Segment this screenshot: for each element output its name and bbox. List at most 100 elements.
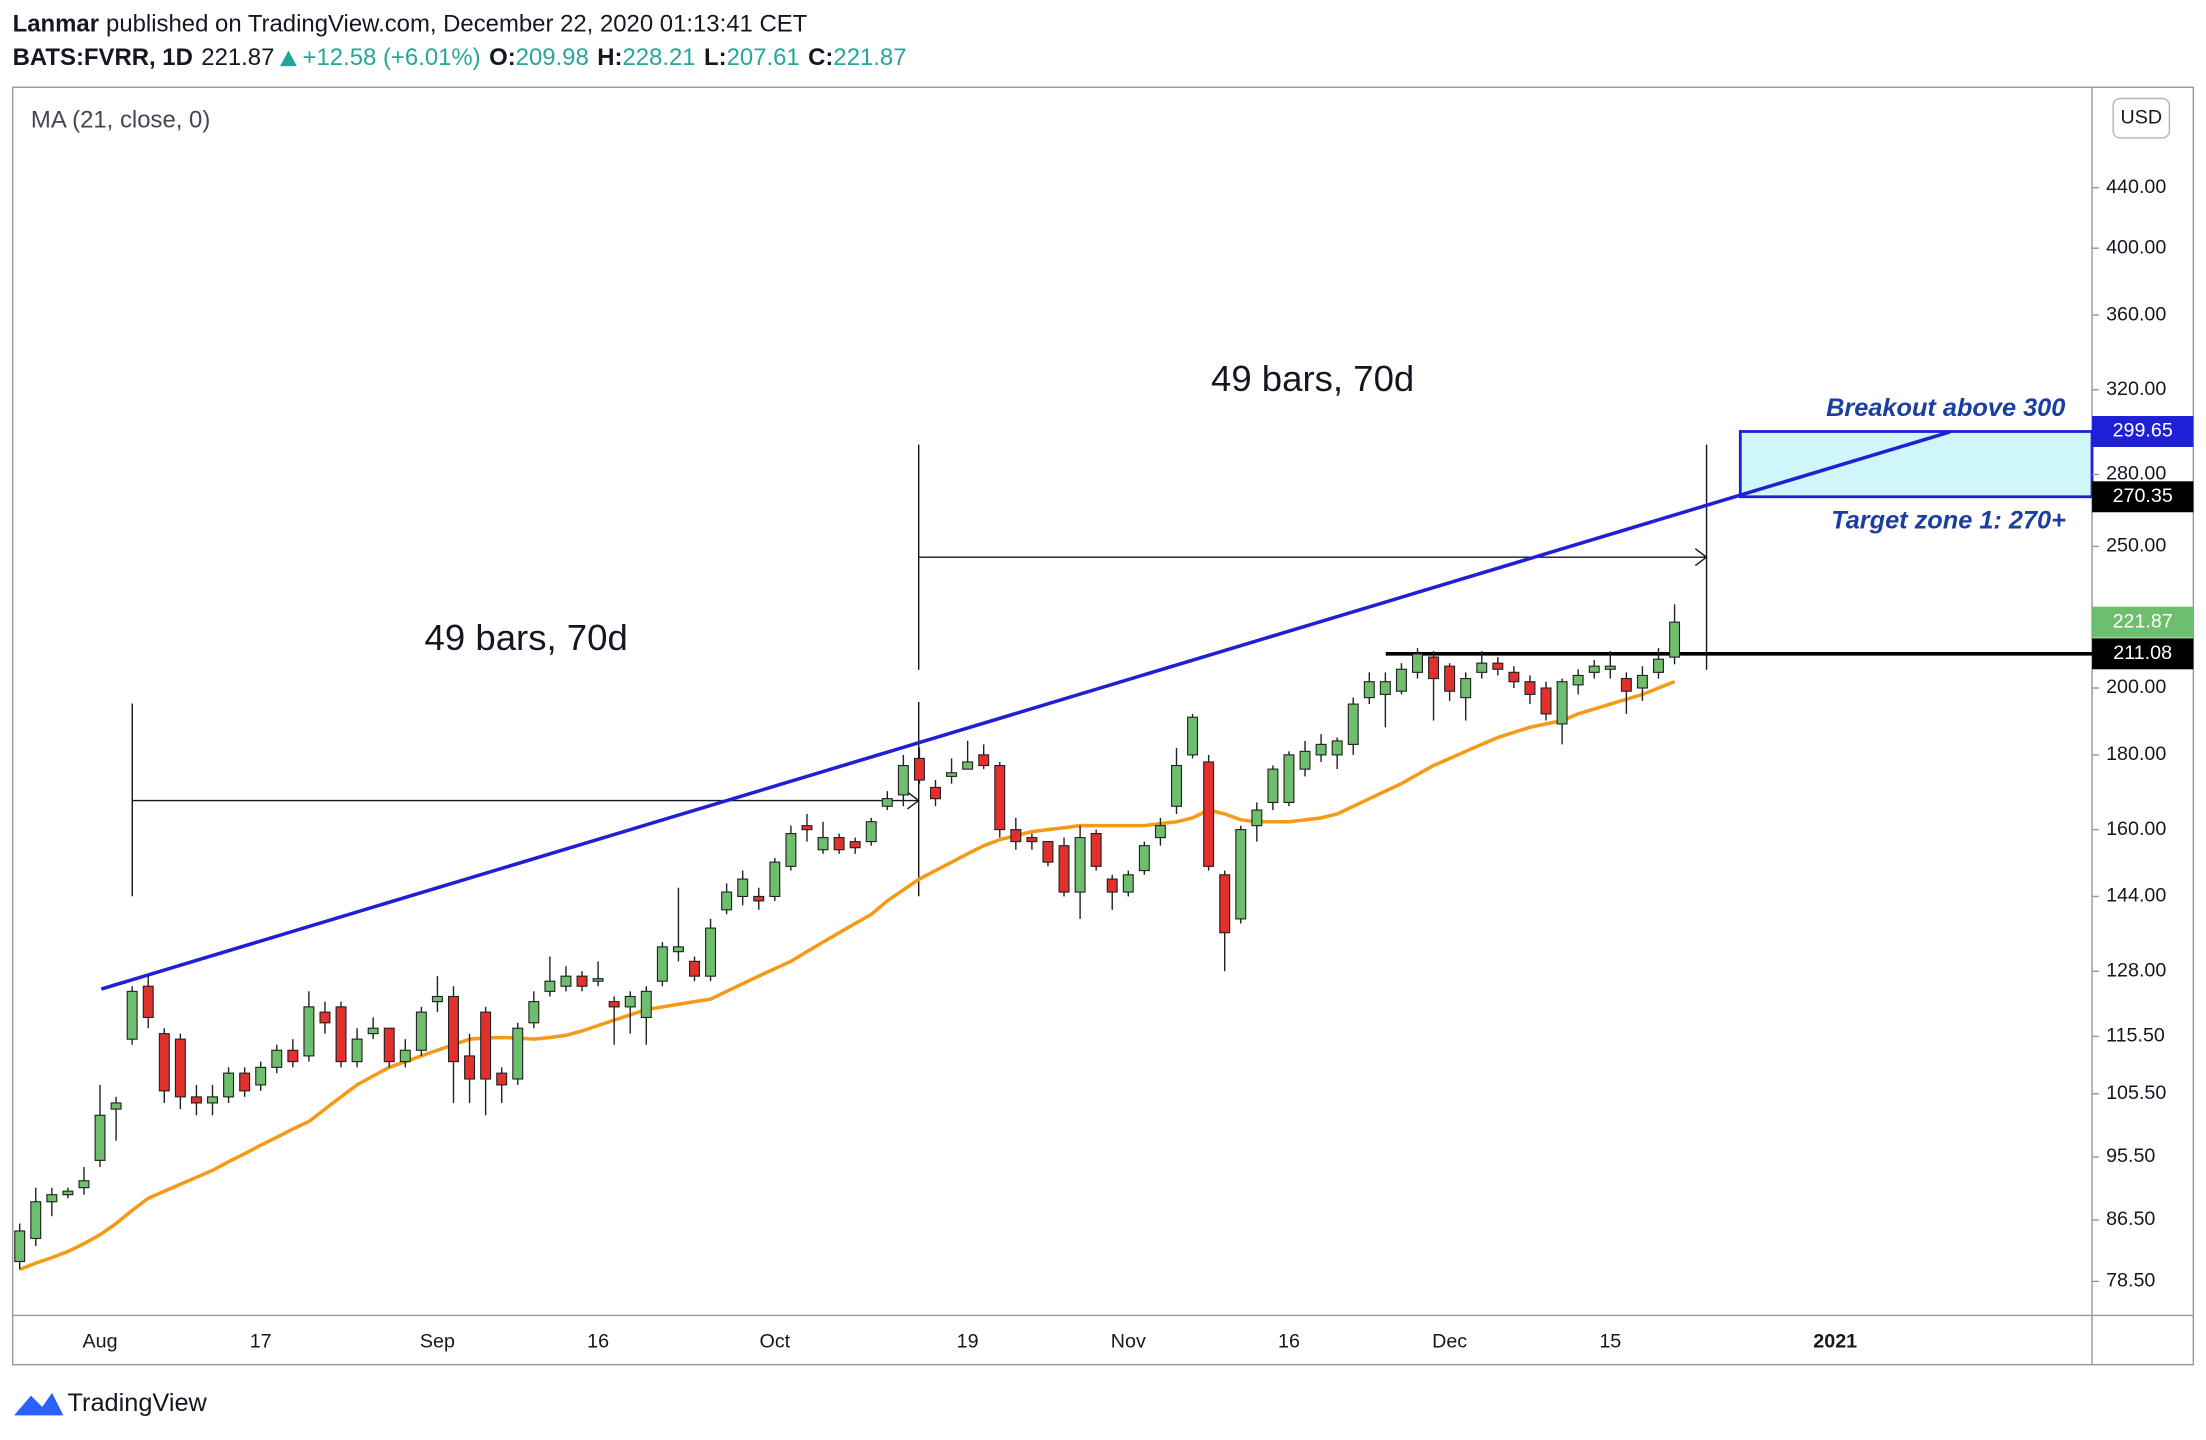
- candle-body: [1428, 656, 1440, 680]
- candle-body: [946, 772, 958, 777]
- candle: [1620, 672, 1632, 714]
- candle-body: [1203, 761, 1215, 867]
- candle-body: [46, 1194, 58, 1203]
- y-tick-label: 115.50: [2106, 1025, 2165, 1047]
- candle: [1251, 802, 1263, 842]
- candle: [1267, 765, 1279, 811]
- candle: [1395, 663, 1407, 695]
- y-tick-label: 160.00: [2106, 818, 2166, 840]
- candle: [255, 1061, 267, 1091]
- candle: [1363, 672, 1375, 705]
- candle-body: [158, 1033, 170, 1092]
- candle-body: [608, 1001, 620, 1008]
- ohlc-value: 209.98: [516, 44, 589, 71]
- candle: [431, 976, 443, 1013]
- candle-body: [239, 1072, 251, 1092]
- candle: [1122, 870, 1134, 897]
- logo-icon: [14, 1392, 64, 1416]
- candle-body: [560, 975, 572, 987]
- candle: [480, 1006, 492, 1116]
- x-tick-label: Nov: [1111, 1330, 1146, 1352]
- candle: [672, 887, 684, 962]
- candle-body: [881, 798, 893, 807]
- candle-body: [512, 1027, 524, 1080]
- chart-frame: [11, 86, 2195, 1366]
- candle: [881, 791, 893, 811]
- plot-area: 49 bars, 70d 49 bars, 70d Breakout above 3…: [14, 358, 2094, 1272]
- candle-body: [1604, 665, 1616, 670]
- candle: [1444, 663, 1456, 701]
- candle-body: [1669, 621, 1681, 658]
- candle: [849, 837, 861, 854]
- candle: [1428, 651, 1440, 721]
- ohlc-key: H:: [597, 44, 622, 71]
- candle: [287, 1039, 299, 1068]
- candle-body: [592, 978, 604, 982]
- price-label-bg: [2092, 416, 2194, 447]
- candle-body: [865, 821, 877, 843]
- candle-body: [1379, 681, 1391, 695]
- candle-body: [1042, 841, 1054, 863]
- candle-body: [464, 1055, 476, 1080]
- candle-body: [640, 990, 652, 1019]
- candle: [1187, 713, 1199, 759]
- y-tick-label: 86.50: [2106, 1208, 2155, 1230]
- candle: [608, 996, 620, 1045]
- currency-label[interactable]: USD: [2120, 106, 2162, 128]
- candle-body: [1556, 681, 1568, 725]
- candle: [753, 887, 765, 910]
- candle-body: [1090, 833, 1102, 867]
- candle: [1283, 751, 1295, 807]
- candle-body: [913, 757, 925, 781]
- publish-line: Lanmar published on TradingView.com, Dece…: [13, 11, 808, 38]
- candle-body: [672, 946, 684, 953]
- candle: [737, 870, 749, 906]
- candle: [721, 883, 733, 915]
- published: published on TradingView.com, December 2…: [106, 11, 808, 38]
- candle: [592, 961, 604, 987]
- candle: [865, 817, 877, 846]
- currency-button[interactable]: [2112, 97, 2171, 139]
- candle: [190, 1084, 202, 1116]
- candle-body: [1588, 665, 1600, 673]
- candle-body: [190, 1096, 202, 1104]
- candle-body: [1171, 764, 1182, 807]
- candle: [1315, 734, 1327, 762]
- candle: [239, 1067, 251, 1097]
- candle: [817, 821, 829, 854]
- candle-body: [1331, 740, 1343, 756]
- symbol-line: BATS:FVRR, 1D 221.87 +12.58 (+6.01%) O:209.…: [13, 44, 907, 71]
- candle: [656, 942, 668, 987]
- candle-body: [769, 861, 781, 898]
- y-tick-label: 320.00: [2106, 378, 2166, 400]
- candle-body: [1524, 681, 1536, 695]
- candle: [351, 1028, 363, 1068]
- y-tick-label: 78.50: [2106, 1270, 2155, 1292]
- candle-body: [94, 1114, 106, 1161]
- candle: [1412, 648, 1423, 679]
- candle-body: [448, 995, 459, 1063]
- candle: [94, 1084, 106, 1168]
- candle-body: [255, 1066, 267, 1086]
- candle-body: [367, 1027, 379, 1035]
- candle: [1524, 675, 1536, 705]
- candle-body: [351, 1038, 363, 1063]
- y-tick-label: 360.00: [2106, 303, 2166, 325]
- candle-body: [335, 1006, 347, 1063]
- candle: [1219, 870, 1231, 972]
- candle: [528, 991, 540, 1029]
- candle: [1058, 837, 1070, 897]
- candle: [207, 1084, 218, 1116]
- candle-body: [1283, 754, 1295, 804]
- candle-body: [1267, 768, 1279, 804]
- candle-body: [271, 1049, 283, 1068]
- candle-body: [801, 825, 813, 831]
- price-label: 221.87: [2113, 610, 2173, 632]
- candle-body: [737, 878, 749, 898]
- target-label: Target zone 1: 270+: [1831, 507, 2066, 535]
- candle: [1203, 754, 1215, 871]
- candle-body: [624, 995, 636, 1008]
- last-price: 221.87: [201, 44, 274, 71]
- symbol-info: BATS:FVRR, 1D 221.87 +12.58 (+6.01%) O:209.…: [13, 44, 907, 71]
